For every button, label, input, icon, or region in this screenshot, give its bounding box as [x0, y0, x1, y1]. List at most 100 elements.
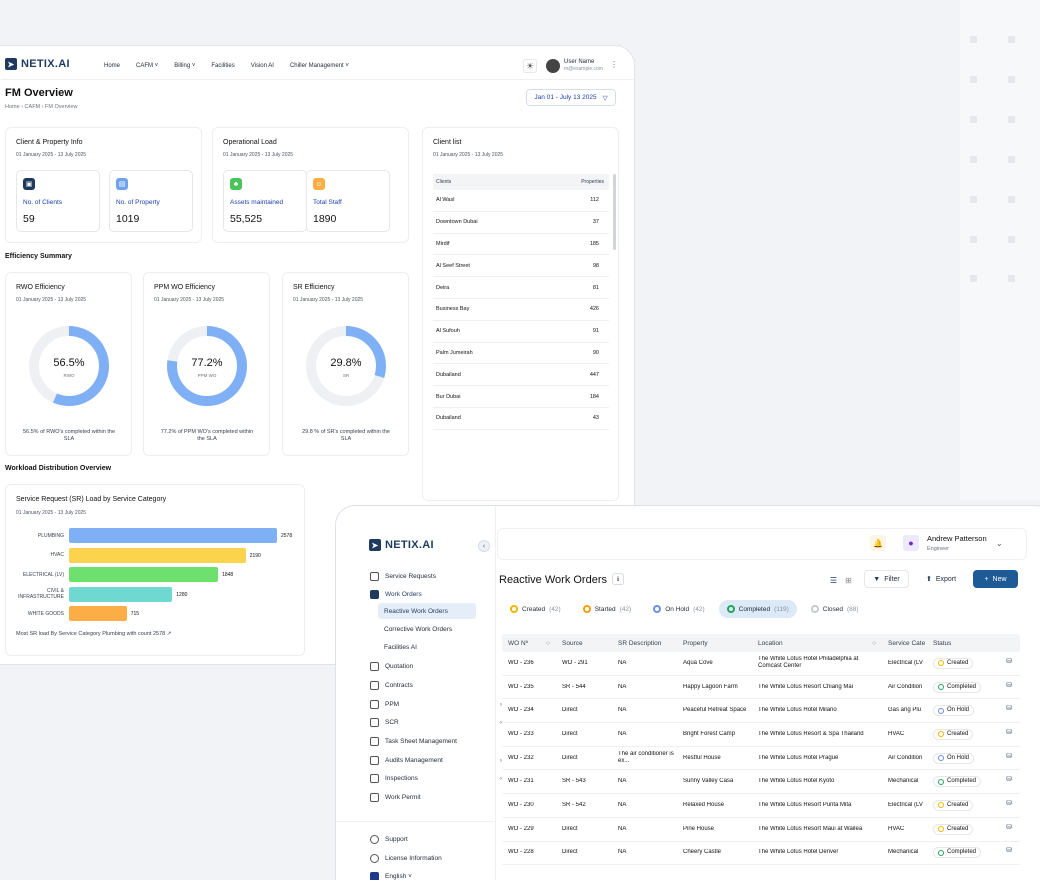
table-row[interactable]: WO - 235 SR - 544 NA Happy Lagoon Farm The W…: [502, 676, 1020, 700]
column-header[interactable]: Property: [677, 640, 752, 647]
sidebar-item-service-requests[interactable]: Service Requests: [370, 569, 470, 583]
nav-billing[interactable]: Billing ˅: [174, 63, 196, 69]
chevron-down-icon[interactable]: ⌄: [996, 539, 1003, 548]
sidebar-item-inspections[interactable]: Inspections ›: [370, 771, 502, 785]
status-dot-icon: [938, 802, 944, 809]
date-range-filter[interactable]: Jan 01 - July 13 2025 ▽: [526, 89, 616, 106]
delete-icon[interactable]: ⛁: [1006, 681, 1012, 689]
sidebar-item-audits-management[interactable]: Audits Management ›: [370, 753, 502, 767]
table-row[interactable]: WO - 228 Direct NA Cheery Castle The White L…: [502, 842, 1020, 866]
submenu-item[interactable]: Reactive Work Orders: [378, 603, 476, 619]
table-row[interactable]: Dubailand 447: [433, 364, 609, 387]
delete-icon[interactable]: ⛁: [1006, 776, 1012, 784]
sidebar-item-contracts[interactable]: Contracts: [370, 678, 470, 692]
column-header[interactable]: Status: [927, 640, 1020, 647]
profile-info[interactable]: Andrew Patterson Engineer: [927, 534, 987, 554]
efficiency-card: RWO Efficiency 01 January 2025 - 13 July…: [5, 272, 132, 456]
nav-vision-ai[interactable]: Vision AI: [250, 63, 274, 69]
sidebar-item-ppm[interactable]: PPM ›: [370, 697, 502, 711]
export-button[interactable]: ⬆ Export: [917, 570, 965, 588]
breadcrumb[interactable]: Home › CAFM › FM Overview: [5, 104, 78, 110]
column-header[interactable]: Source: [556, 640, 612, 647]
search-icon[interactable]: ○: [872, 639, 876, 647]
table-row[interactable]: Business Bay 426: [433, 299, 609, 321]
tab-closed[interactable]: Closed (88): [803, 600, 867, 618]
submenu-item[interactable]: Facilities AI: [384, 643, 417, 651]
sidebar-item-scr[interactable]: SCR ›: [370, 715, 502, 729]
column-header[interactable]: Service Cate: [882, 640, 927, 647]
list-view-icon[interactable]: ☰: [829, 575, 838, 585]
table-row[interactable]: WO - 234 Direct NA Peaceful Retreat Space Th…: [502, 699, 1020, 724]
table-row[interactable]: Dubailand 43: [433, 408, 609, 430]
table-row[interactable]: Al Seef Street 98: [433, 255, 609, 278]
cell-status: Created ⛁: [927, 799, 1020, 811]
table-row[interactable]: Al Sufouh 91: [433, 321, 609, 343]
tab-completed[interactable]: Completed (119): [718, 600, 797, 618]
table-row[interactable]: Downtown Dubai 37: [433, 212, 609, 234]
tab-on-hold[interactable]: On Hold (42): [645, 600, 712, 618]
notification-bell-icon[interactable]: 🔔: [870, 535, 886, 551]
column-header[interactable]: WO Nº ○: [502, 640, 556, 647]
background-dot: [1008, 36, 1015, 43]
nav-cafm[interactable]: CAFM ˅: [136, 63, 159, 69]
column-header[interactable]: Location ○: [752, 640, 882, 647]
table-row[interactable]: Deira 81: [433, 277, 609, 299]
donut-progress: [29, 326, 109, 406]
table-row[interactable]: Mirdif 185: [433, 234, 609, 256]
delete-icon[interactable]: ⛁: [1006, 705, 1012, 713]
search-icon[interactable]: ○: [546, 639, 550, 647]
new-button[interactable]: + New: [973, 570, 1018, 588]
page-title: FM Overview: [5, 87, 73, 99]
sidebar-item-task-sheet-management[interactable]: Task Sheet Management: [370, 734, 470, 748]
bar[interactable]: [69, 567, 219, 582]
netix-logo[interactable]: ➤ NETIX.AI: [369, 539, 434, 551]
table-row[interactable]: WO - 229 Direct NA Pine House The White Lotu…: [502, 818, 1020, 842]
table-row[interactable]: Bur Dubai 184: [433, 386, 609, 408]
bar-category-label: ELECTRICAL (LV): [22, 571, 64, 578]
grid-view-icon[interactable]: ⊞: [845, 575, 852, 585]
netix-logo[interactable]: ➤ NETIX.AI: [5, 58, 70, 70]
nav-chiller-management[interactable]: Chiller Management ˅: [289, 63, 349, 69]
language-selector[interactable]: English ˅: [370, 869, 470, 880]
table-row[interactable]: Al Wasl 112: [433, 190, 609, 212]
nav-facilities[interactable]: Facilities: [211, 63, 235, 69]
bar[interactable]: [69, 606, 127, 621]
nav-home[interactable]: Home: [104, 63, 121, 69]
table-row[interactable]: WO - 236 WO - 291 NA Aqua Cove The White Lot…: [502, 652, 1020, 676]
client-name: Al Wasl: [436, 197, 455, 204]
sidebar-item-license[interactable]: License Information: [370, 851, 470, 865]
table-row[interactable]: WO - 230 SR - 542 NA Relaxed House The White…: [502, 794, 1020, 818]
table-row[interactable]: WO - 232 Direct The air conditioner is ex.…: [502, 747, 1020, 771]
more-vertical-icon[interactable]: ⋮: [610, 60, 618, 69]
card-title: Operational Load: [223, 139, 277, 146]
user-info[interactable]: User Name m@example.com: [564, 59, 603, 73]
tab-started[interactable]: Started (42): [575, 600, 640, 618]
info-icon[interactable]: ℹ: [612, 573, 624, 585]
collapse-sidebar-icon[interactable]: ‹: [478, 540, 490, 552]
scrollbar[interactable]: [613, 174, 616, 250]
table-row[interactable]: WO - 231 SR - 543 NA Sunny Valley Casa The W…: [502, 770, 1020, 795]
delete-icon[interactable]: ⛁: [1006, 823, 1012, 831]
sidebar-item-quotation[interactable]: Quotation: [370, 659, 470, 673]
profile-avatar-icon[interactable]: ●: [903, 535, 919, 551]
delete-icon[interactable]: ⛁: [1006, 799, 1012, 807]
bar[interactable]: [69, 547, 246, 563]
submenu-item[interactable]: Corrective Work Orders: [384, 625, 453, 633]
delete-icon[interactable]: ⛁: [1006, 847, 1012, 855]
delete-icon[interactable]: ⛁: [1006, 752, 1012, 760]
sidebar-item-support[interactable]: Support: [370, 832, 470, 846]
table-row[interactable]: Palm Jumeirah 90: [433, 343, 609, 365]
sidebar-item-work-orders[interactable]: Work Orders: [370, 587, 470, 601]
column-header[interactable]: SR Description: [612, 640, 677, 647]
delete-icon[interactable]: ⛁: [1006, 728, 1012, 736]
delete-icon[interactable]: ⛁: [1006, 657, 1012, 665]
sidebar-item-work-permit[interactable]: Work Permit: [370, 790, 470, 804]
bar[interactable]: [69, 586, 173, 602]
table-row[interactable]: WO - 233 Direct NA Bright Forest Camp The Wh…: [502, 723, 1020, 747]
theme-toggle-sun-icon[interactable]: ☀: [523, 59, 537, 73]
bar[interactable]: [69, 528, 277, 543]
user-avatar[interactable]: [546, 59, 560, 73]
filter-button[interactable]: ▼ Filter: [864, 570, 909, 588]
top-navbar: ➤ NETIX.AI Home CAFM ˅ Billing ˅ Faciliti…: [1, 46, 634, 80]
tab-created[interactable]: Created (42): [502, 600, 569, 618]
